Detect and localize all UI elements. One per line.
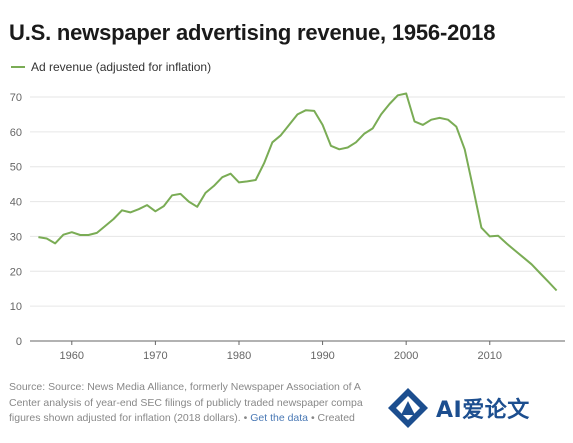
y-tick-label: 30 [10, 231, 22, 243]
x-axis-tick-marks [71, 341, 491, 345]
gridlines [30, 96, 565, 342]
x-tick-label: 1980 [227, 350, 251, 362]
x-tick-label: 2000 [394, 350, 418, 362]
x-tick-label: 2010 [478, 350, 502, 362]
footer-line-3: figures shown adjusted for inflation (20… [9, 411, 374, 427]
source-footer: Source: Source: News Media Alliance, for… [9, 380, 374, 427]
series-lines [38, 92, 558, 292]
y-tick-label: 0 [16, 336, 22, 348]
watermark-logo-icon [388, 388, 428, 428]
legend-swatch [11, 66, 25, 68]
y-tick-label: 40 [10, 197, 22, 209]
y-axis-ticks: 0 10 20 30 40 50 60 70 [10, 92, 22, 348]
chart-title: U.S. newspaper advertising revenue, 1956… [9, 20, 496, 45]
series-line-ad-revenue [38, 92, 558, 292]
y-tick-label: 50 [10, 162, 22, 174]
footer-line-1: Source: Source: News Media Alliance, for… [9, 381, 361, 393]
watermark: AI爱论文 [386, 386, 530, 430]
line-chart: 0 10 20 30 40 50 60 70 1960 1970 1980 1990 2000 2010 [10, 92, 565, 362]
watermark-text: AI爱论文 [436, 398, 530, 423]
legend: Ad revenue (adjusted for inflation) [11, 60, 211, 74]
x-tick-label: 1960 [60, 350, 84, 362]
footer-line-3-post: • Created [308, 412, 355, 424]
y-tick-label: 70 [10, 92, 22, 104]
legend-label: Ad revenue (adjusted for inflation) [31, 60, 212, 74]
y-tick-label: 10 [10, 301, 22, 313]
footer-line-2: Center analysis of year-end SEC filings … [9, 396, 363, 409]
get-the-data-link[interactable]: Get the data [250, 412, 309, 424]
y-tick-label: 20 [10, 266, 22, 278]
x-axis-ticks: 1960 1970 1980 1990 2000 2010 [60, 350, 502, 362]
x-tick-label: 1990 [310, 350, 334, 362]
x-tick-label: 1970 [143, 350, 167, 362]
footer-line-3-text: figures shown adjusted for inflation (20… [9, 412, 251, 424]
y-tick-label: 60 [10, 127, 22, 139]
